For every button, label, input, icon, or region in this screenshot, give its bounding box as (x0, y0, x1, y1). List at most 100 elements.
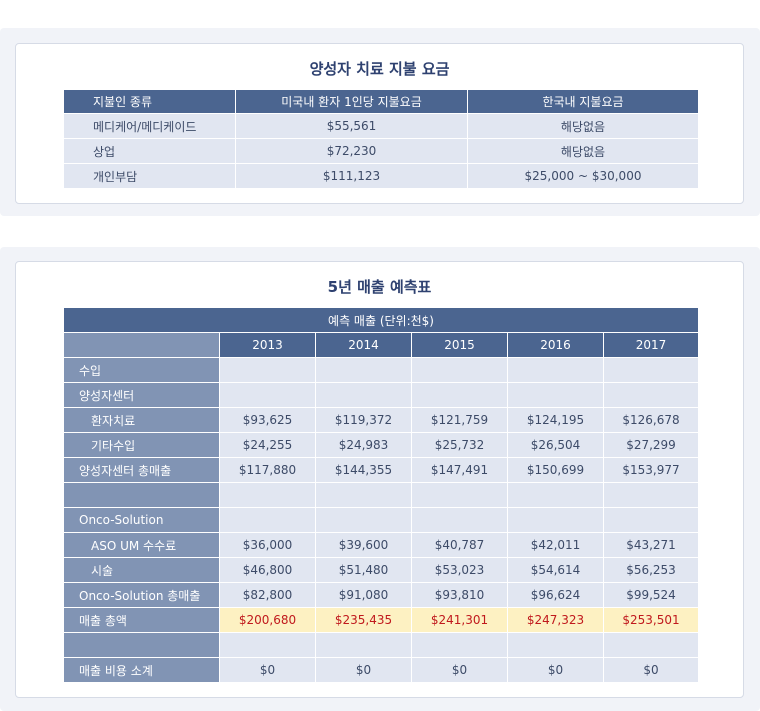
year-header: 2017 (604, 333, 699, 358)
forecast-row: 환자치료 $93,625 $119,372 $121,759 $124,195 $126,… (64, 408, 699, 433)
us-fee-cell: $72,230 (236, 139, 468, 164)
row-label: 기타수입 (64, 433, 220, 458)
header-us-fee: 미국내 환자 1인당 지불요금 (236, 90, 468, 114)
forecast-row: 양성자센터 총매출 $117,880 $144,355 $147,491 $150,69… (64, 458, 699, 483)
value-cell (604, 483, 699, 508)
value-cell: $24,255 (220, 433, 316, 458)
value-cell: $147,491 (412, 458, 508, 483)
value-cell: $39,600 (316, 533, 412, 558)
value-cell: $0 (508, 658, 604, 683)
value-cell (412, 358, 508, 383)
forecast-row: 매출 비용 소계 $0 $0 $0 $0 $0 (64, 658, 699, 683)
value-cell: $144,355 (316, 458, 412, 483)
value-cell: $253,501 (604, 608, 699, 633)
value-cell: $42,011 (508, 533, 604, 558)
us-fee-cell: $111,123 (236, 164, 468, 189)
value-cell: $93,810 (412, 583, 508, 608)
forecast-table: 예측 매출 (단위:천$) 2013 2014 2015 2016 2017 수… (64, 308, 699, 683)
value-cell: $0 (412, 658, 508, 683)
value-cell: $150,699 (508, 458, 604, 483)
us-fee-cell: $55,561 (236, 114, 468, 139)
payment-row: 개인부담 $111,123 $25,000 ~ $30,000 (64, 164, 698, 189)
value-cell: $56,253 (604, 558, 699, 583)
value-cell: $124,195 (508, 408, 604, 433)
header-kr-fee: 한국내 지불요금 (468, 90, 698, 114)
payer-type-cell: 개인부담 (64, 164, 236, 189)
year-header: 2014 (316, 333, 412, 358)
row-label: 수입 (64, 358, 220, 383)
value-cell (508, 508, 604, 533)
forecast-row: ASO UM 수수료 $36,000 $39,600 $40,787 $42,011 $4… (64, 533, 699, 558)
row-label: Onco-Solution 총매출 (64, 583, 220, 608)
value-cell: $247,323 (508, 608, 604, 633)
kr-fee-cell: 해당없음 (468, 139, 698, 164)
value-cell: $82,800 (220, 583, 316, 608)
kr-fee-cell: $25,000 ~ $30,000 (468, 164, 698, 189)
value-cell (316, 358, 412, 383)
value-cell: $43,271 (604, 533, 699, 558)
value-cell: $36,000 (220, 533, 316, 558)
value-cell: $126,678 (604, 408, 699, 433)
forecast-row: 수입 (64, 358, 699, 383)
value-cell: $0 (316, 658, 412, 683)
row-label: 양성자센터 총매출 (64, 458, 220, 483)
value-cell (412, 483, 508, 508)
row-label: Onco-Solution (64, 508, 220, 533)
year-header: 2016 (508, 333, 604, 358)
forecast-row: 양성자센터 (64, 383, 699, 408)
value-cell (220, 508, 316, 533)
forecast-row: Onco-Solution (64, 508, 699, 533)
value-cell (316, 383, 412, 408)
value-cell (604, 358, 699, 383)
payment-table-title: 양성자 치료 지불 요금 (309, 60, 450, 78)
forecast-table-title: 5년 매출 예측표 (327, 278, 432, 296)
value-cell: $26,504 (508, 433, 604, 458)
payment-header-row: 지불인 종류 미국내 환자 1인당 지불요금 한국내 지불요금 (64, 90, 698, 114)
value-cell: $200,680 (220, 608, 316, 633)
row-label (64, 633, 220, 658)
value-cell (316, 633, 412, 658)
year-header: 2013 (220, 333, 316, 358)
value-cell (220, 633, 316, 658)
value-cell: $53,023 (412, 558, 508, 583)
value-cell (220, 483, 316, 508)
value-cell: $0 (220, 658, 316, 683)
header-payer-type: 지불인 종류 (64, 90, 236, 114)
value-cell: $25,732 (412, 433, 508, 458)
row-label: 환자치료 (64, 408, 220, 433)
value-cell: $54,614 (508, 558, 604, 583)
year-header: 2015 (412, 333, 508, 358)
forecast-row (64, 633, 699, 658)
forecast-caption-row: 예측 매출 (단위:천$) (64, 308, 699, 333)
value-cell (604, 383, 699, 408)
value-cell (508, 633, 604, 658)
value-cell (604, 508, 699, 533)
value-cell: $91,080 (316, 583, 412, 608)
value-cell (508, 483, 604, 508)
value-cell: $51,480 (316, 558, 412, 583)
row-label: 양성자센터 (64, 383, 220, 408)
value-cell (604, 633, 699, 658)
kr-fee-cell: 해당없음 (468, 114, 698, 139)
payer-type-cell: 메디케어/메디케이드 (64, 114, 236, 139)
payment-row: 상업 $72,230 해당없음 (64, 139, 698, 164)
year-header-blank (64, 333, 220, 358)
forecast-row: 시술 $46,800 $51,480 $53,023 $54,614 $56,253 (64, 558, 699, 583)
value-cell: $93,625 (220, 408, 316, 433)
value-cell: $121,759 (412, 408, 508, 433)
row-label (64, 483, 220, 508)
value-cell: $119,372 (316, 408, 412, 433)
payer-type-cell: 상업 (64, 139, 236, 164)
payment-table: 지불인 종류 미국내 환자 1인당 지불요금 한국내 지불요금 메디케어/메디케… (64, 90, 698, 189)
forecast-row (64, 483, 699, 508)
forecast-row: 기타수입 $24,255 $24,983 $25,732 $26,504 $27,299 (64, 433, 699, 458)
value-cell: $235,435 (316, 608, 412, 633)
row-label: ASO UM 수수료 (64, 533, 220, 558)
forecast-card: 5년 매출 예측표 예측 매출 (단위:천$) 2013 2014 2015 2… (15, 261, 744, 698)
forecast-row: Onco-Solution 총매출 $82,800 $91,080 $93,810 $9… (64, 583, 699, 608)
forecast-panel-bg: 5년 매출 예측표 예측 매출 (단위:천$) 2013 2014 2015 2… (0, 247, 760, 711)
value-cell: $46,800 (220, 558, 316, 583)
forecast-caption: 예측 매출 (단위:천$) (64, 308, 699, 333)
row-label: 매출 비용 소계 (64, 658, 220, 683)
payment-panel-bg: 양성자 치료 지불 요금 지불인 종류 미국내 환자 1인당 지불요금 한국내 … (0, 28, 760, 216)
